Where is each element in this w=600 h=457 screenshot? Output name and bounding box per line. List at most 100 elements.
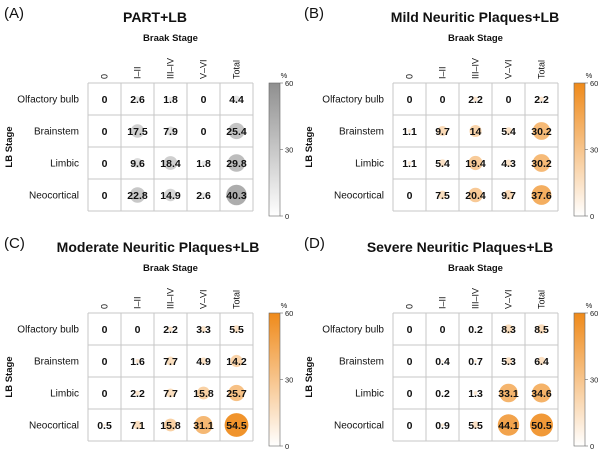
chart-title: Severe Neuritic Plaques+LB [367, 239, 553, 255]
colorbar-tick: 60 [590, 79, 598, 88]
colorbar-unit: % [281, 71, 288, 80]
column-tick: 0 [405, 304, 415, 309]
cell-bubble [536, 324, 547, 334]
cell-value: 0.9 [435, 420, 450, 432]
colorbar-tick: 0 [590, 212, 594, 221]
cell-bubble [168, 326, 173, 332]
colorbar-unit: % [586, 71, 593, 80]
cell-value: 2.2 [468, 94, 483, 106]
cell-value: 0 [102, 158, 108, 170]
column-tick: 0 [405, 74, 415, 79]
cell-value: 19.4 [465, 158, 486, 170]
cell-value: 0.2 [435, 388, 450, 400]
cell-value: 20.4 [465, 190, 486, 202]
cell-bubble [228, 384, 245, 402]
cell-value: 1.1 [402, 158, 417, 170]
row-label: Olfactory bulb [17, 325, 79, 336]
cell-value: 34.6 [531, 388, 552, 400]
cell-bubble [164, 188, 177, 202]
cell-bubble [130, 124, 145, 138]
cell-value: 2.6 [196, 190, 211, 202]
cell-value: 8.3 [501, 324, 516, 336]
cell-value: 4.3 [501, 158, 516, 170]
row-label: Neocortical [29, 421, 79, 432]
column-tick: Total [537, 60, 547, 79]
cell-value: 1.8 [196, 158, 211, 170]
colorbar-tick: 60 [285, 79, 293, 88]
row-label: Limbic [50, 389, 79, 400]
cell-value: 2.2 [130, 388, 145, 400]
cell-bubble [530, 413, 553, 437]
cell-bubble [199, 357, 208, 365]
cell-value: 0 [440, 324, 446, 336]
cell-value: 15.8 [193, 388, 214, 400]
cell-bubble [197, 386, 210, 400]
cell-value: 17.5 [127, 126, 148, 138]
colorbar-tick: 30 [590, 146, 598, 155]
cell-bubble [473, 96, 478, 102]
cell-bubble [438, 190, 447, 200]
cell-bubble [224, 413, 249, 437]
column-tick: I–II [438, 296, 448, 309]
row-label: Olfactory bulb [322, 95, 384, 106]
cell-value: 14.9 [160, 190, 181, 202]
colorbar-tick: 30 [285, 376, 293, 385]
cell-value: 0 [440, 94, 446, 106]
cell-bubble [468, 155, 483, 171]
cell-value: 50.5 [531, 420, 552, 432]
cell-bubble [230, 354, 243, 368]
cell-value: 30.2 [531, 126, 552, 138]
cell-value: 0 [135, 324, 141, 336]
cell-value: 1.8 [163, 94, 178, 106]
cell-bubble [499, 383, 518, 403]
cell-value: 5.5 [468, 420, 483, 432]
cell-bubble [228, 122, 245, 140]
cell-bubble [532, 383, 551, 403]
cell-value: 44.1 [498, 420, 519, 432]
cell-value: 0 [201, 94, 207, 106]
cell-bubble [103, 423, 106, 427]
cell-value: 40.3 [226, 190, 247, 202]
row-label: Brainstem [339, 127, 384, 138]
row-label: Limbic [355, 389, 384, 400]
panel-label: (A) [4, 5, 24, 22]
cell-value: 25.7 [226, 388, 247, 400]
cell-value: 18.4 [160, 158, 181, 170]
cell-value: 0.5 [97, 420, 112, 432]
cell-value: 0 [407, 324, 413, 336]
panel-label: (D) [304, 235, 325, 252]
cell-value: 0 [102, 190, 108, 202]
column-tick: Total [537, 290, 547, 309]
cell-value: 5.3 [501, 356, 516, 368]
column-tick: I–II [133, 66, 143, 79]
cell-bubble [129, 187, 146, 203]
cell-bubble [200, 326, 207, 332]
cell-bubble [471, 421, 480, 429]
cell-value: 9.7 [435, 126, 450, 138]
cell-bubble [135, 390, 140, 396]
colorbar-tick: 0 [590, 442, 594, 451]
column-tick: Total [232, 60, 242, 79]
row-label: Neocortical [334, 421, 384, 432]
cell-bubble [441, 359, 444, 363]
cell-value: 7.1 [130, 420, 145, 432]
cell-bubble [440, 423, 445, 427]
cell-value: 7.9 [163, 126, 178, 138]
cell-bubble [134, 96, 141, 102]
cell-bubble [164, 418, 177, 432]
cell-value: 7.7 [163, 388, 178, 400]
cell-value: 0 [102, 388, 108, 400]
x-axis-label: Braak Stage [143, 263, 198, 274]
cell-bubble [163, 156, 178, 170]
cell-bubble [504, 357, 513, 365]
cell-value: 0 [407, 190, 413, 202]
cell-value: 7.7 [163, 356, 178, 368]
cell-bubble [504, 127, 513, 135]
panel-3: (C) Moderate Neuritic Plaques+LB Braak Sta… [4, 235, 293, 451]
cell-value: 0 [506, 94, 512, 106]
row-label: Brainstem [34, 127, 79, 138]
column-tick: V–VI [199, 289, 209, 309]
cell-value: 7.5 [435, 190, 450, 202]
panel-2: (B) Mild Neuritic Plaques+LB Braak Stage 0 I… [304, 5, 598, 221]
cell-value: 8.5 [534, 324, 549, 336]
